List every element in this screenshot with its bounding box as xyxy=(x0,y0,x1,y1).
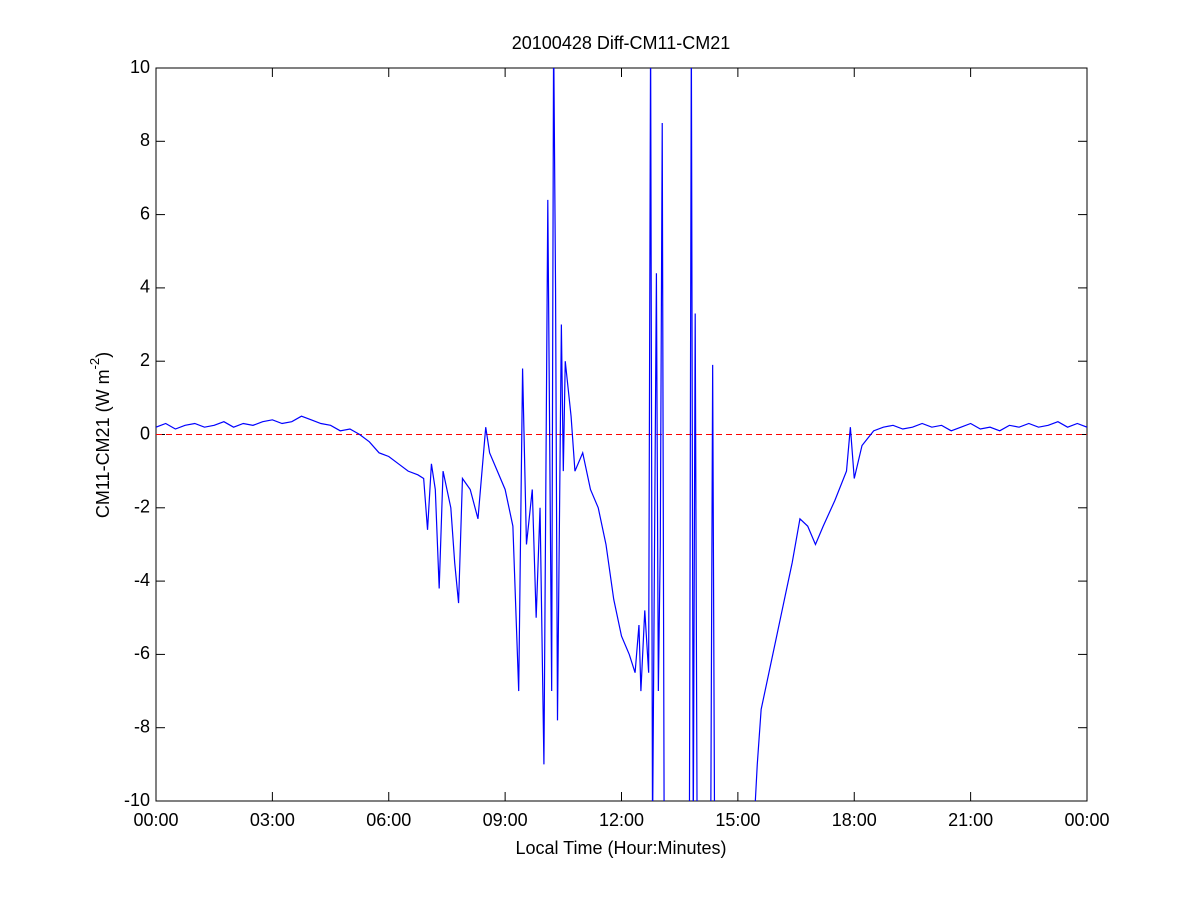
y-tick-label: -10 xyxy=(124,790,150,810)
x-tick-label: 06:00 xyxy=(366,810,411,830)
x-tick-label: 00:00 xyxy=(133,810,178,830)
x-tick-label: 15:00 xyxy=(715,810,760,830)
y-tick-label: 8 xyxy=(140,130,150,150)
y-tick-label: 0 xyxy=(140,423,150,443)
x-axis-label: Local Time (Hour:Minutes) xyxy=(515,838,726,858)
y-axis-label-end: ) xyxy=(93,352,113,358)
y-tick-label: 2 xyxy=(140,350,150,370)
y-axis-label-superscript: -2 xyxy=(87,358,102,370)
x-tick-label: 09:00 xyxy=(483,810,528,830)
x-tick-label: 12:00 xyxy=(599,810,644,830)
y-tick-label: 6 xyxy=(140,203,150,223)
y-axis-label-base: CM11-CM21 (W m xyxy=(93,369,113,518)
x-tick-label: 03:00 xyxy=(250,810,295,830)
y-axis-label: CM11-CM21 (W m-2) xyxy=(87,352,112,518)
y-tick-label: -8 xyxy=(134,716,150,736)
y-tick-label: 4 xyxy=(140,277,150,297)
x-tick-label: 18:00 xyxy=(832,810,877,830)
y-tick-label: 10 xyxy=(130,57,150,77)
data-line xyxy=(156,68,1087,801)
x-tick-label: 21:00 xyxy=(948,810,993,830)
y-tick-label: -6 xyxy=(134,643,150,663)
chart-title: 20100428 Diff-CM11-CM21 xyxy=(512,33,730,53)
x-tick-label: 00:00 xyxy=(1064,810,1109,830)
y-tick-label: -4 xyxy=(134,570,150,590)
y-tick-label: -2 xyxy=(134,497,150,517)
